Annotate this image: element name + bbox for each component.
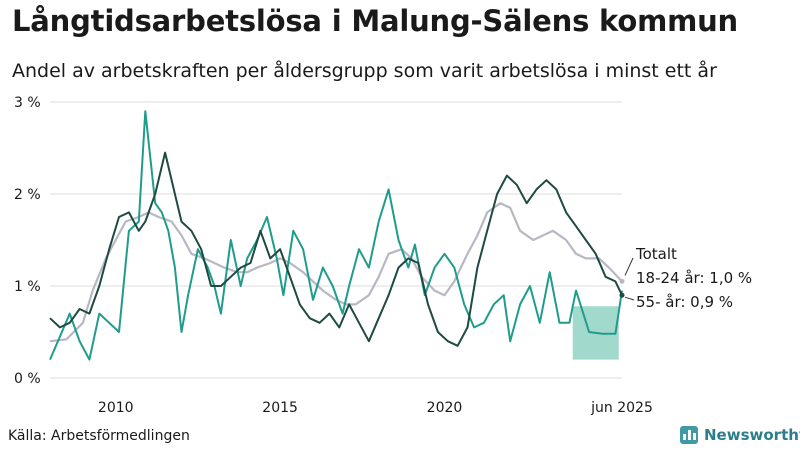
end-dot-55: [619, 292, 625, 298]
chart-title: Långtidsarbetslösa i Malung-Sälens kommu…: [12, 4, 739, 38]
y-tick-label: 0 %: [14, 371, 41, 387]
series-layer: [49, 110, 623, 361]
series-line-total: [49, 202, 623, 343]
logo-text: Newsworthy: [704, 426, 800, 444]
grid-lines: [50, 101, 622, 379]
x-tick-label: 2010: [98, 400, 134, 416]
annotation-18-24: 18-24 år: 1,0 %: [636, 269, 752, 287]
y-tick-label: 3 %: [14, 95, 41, 111]
annotation-55: 55- år: 0,9 %: [636, 293, 733, 311]
end-annotations: Totalt 18-24 år: 1,0 % 55- år: 0,9 %: [619, 245, 752, 311]
brand-logo: Newsworthy: [680, 426, 800, 444]
y-tick-label: 1 %: [14, 279, 41, 295]
x-tick-label: 2015: [262, 400, 298, 416]
bar-chart-logo-icon: [680, 426, 698, 444]
annotation-total: Totalt: [635, 245, 677, 263]
x-tick-label: jun 2025: [590, 400, 653, 416]
leader-total: [624, 257, 634, 276]
series-line-age_18_24: [49, 110, 623, 361]
leader-55: [624, 296, 635, 301]
end-dot-total: [619, 278, 625, 284]
x-tick-label: 2020: [427, 400, 463, 416]
axis-labels: 0 % 1 % 2 % 3 % 2010 2015 2020 jun 2025: [14, 95, 653, 416]
source-note: Källa: Arbetsförmedlingen: [8, 428, 190, 444]
y-tick-label: 2 %: [14, 187, 41, 203]
series-line-age_55: [49, 151, 623, 347]
chart-subtitle: Andel av arbetskraften per åldersgrupp s…: [12, 60, 717, 82]
